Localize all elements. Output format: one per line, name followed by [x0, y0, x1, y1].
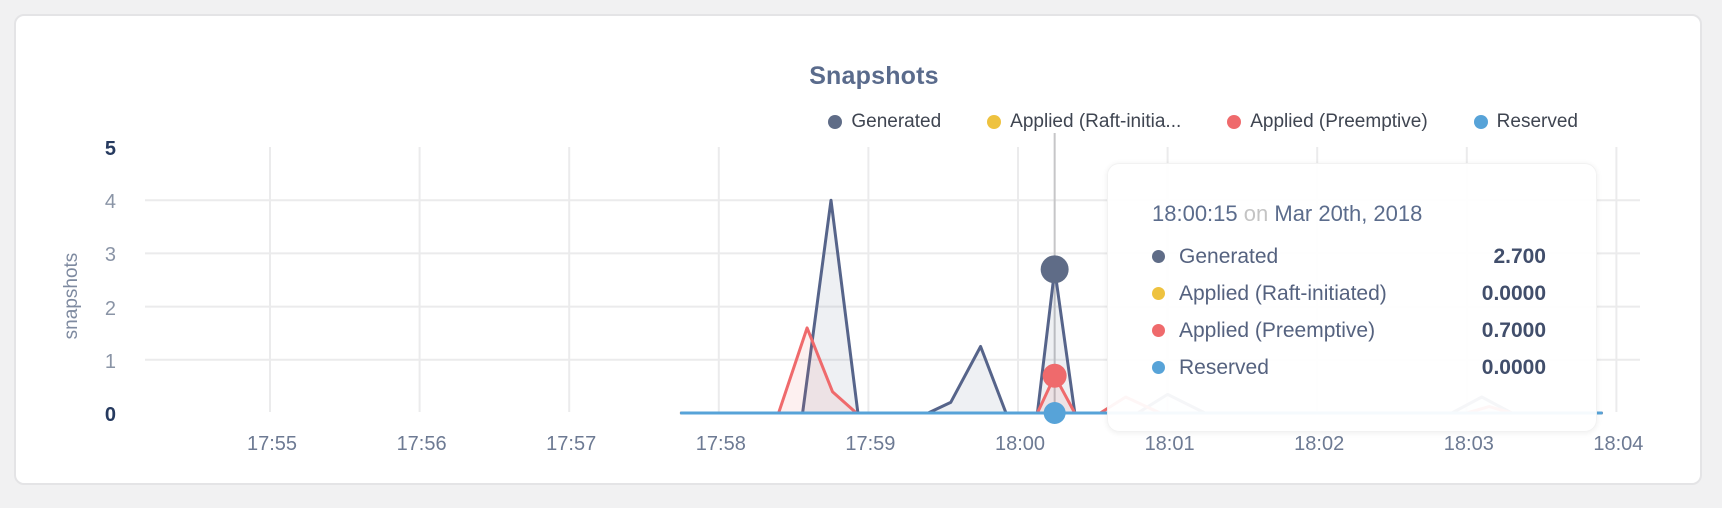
legend-item-applied-preemptive-[interactable]: Applied (Preemptive): [1227, 111, 1428, 133]
legend-dot-icon: [987, 115, 1002, 129]
chart-legend: Generated Applied (Raft-initia... Applied …: [828, 109, 1578, 135]
tooltip-series-value: 2.700: [1493, 244, 1546, 268]
y-tick-5: 5: [104, 138, 116, 160]
hover-dot-reserved: [1043, 402, 1066, 424]
legend-dot-icon: [1473, 115, 1488, 129]
legend-item-generated[interactable]: Generated: [828, 111, 941, 133]
y-tick-2: 2: [104, 297, 116, 320]
tooltip-series-label: Applied (Raft-initiated): [1179, 281, 1387, 305]
legend-item-applied-raft-initia-[interactable]: Applied (Raft-initia...: [987, 111, 1181, 133]
x-tick-17:55: 17:55: [246, 433, 298, 455]
tooltip-series-value: 0.7000: [1481, 318, 1546, 342]
tooltip-row: Generated 2.700: [1152, 238, 1546, 275]
x-tick-18:02: 18:02: [1294, 433, 1345, 455]
x-tick-17:56: 17:56: [396, 433, 447, 455]
legend-label: Applied (Preemptive): [1250, 111, 1428, 132]
tooltip-series-label: Reserved: [1179, 355, 1269, 379]
tooltip-connector: on: [1243, 201, 1269, 226]
tooltip-series-label: Generated: [1179, 244, 1279, 268]
tooltip-series-label: Applied (Preemptive): [1179, 318, 1376, 342]
series-dot-icon: [1152, 250, 1165, 263]
tooltip-row: Reserved 0.0000: [1152, 349, 1546, 386]
x-tick-17:58: 17:58: [695, 433, 746, 455]
x-tick-18:01: 18:01: [1144, 433, 1195, 455]
legend-dot-icon: [828, 115, 843, 129]
y-tick-3: 3: [104, 244, 116, 267]
x-tick-17:59: 17:59: [845, 433, 896, 455]
tooltip-date: Mar 20th, 2018: [1274, 201, 1423, 226]
tooltip-series-value: 0.0000: [1481, 355, 1546, 379]
y-tick-4: 4: [104, 191, 116, 214]
hover-dot-generated: [1040, 255, 1069, 284]
legend-dot-icon: [1227, 115, 1242, 129]
hover-tooltip: 18:00:15 on Mar 20th, 2018 Generated 2.70…: [1107, 163, 1597, 432]
tooltip-series-value: 0.0000: [1481, 281, 1546, 305]
legend-item-reserved[interactable]: Reserved: [1473, 111, 1578, 133]
y-tick-1: 1: [104, 350, 116, 373]
x-tick-18:03: 18:03: [1443, 433, 1494, 455]
legend-label: Generated: [851, 111, 942, 132]
tooltip-row: Applied (Raft-initiated) 0.0000: [1152, 275, 1546, 312]
series-dot-icon: [1152, 324, 1165, 337]
hover-dot-applied-preemptive-: [1042, 363, 1067, 388]
series-dot-icon: [1152, 361, 1165, 374]
y-tick-0: 0: [104, 404, 116, 426]
x-tick-17:57: 17:57: [546, 433, 597, 455]
legend-label: Applied (Raft-initia...: [1010, 111, 1182, 132]
x-tick-18:00: 18:00: [994, 433, 1046, 455]
series-dot-icon: [1152, 287, 1165, 300]
tooltip-rows: Generated 2.700 Applied (Raft-initiated) 0.…: [1152, 238, 1546, 386]
tooltip-title: 18:00:15 on Mar 20th, 2018: [1152, 200, 1546, 228]
tooltip-row: Applied (Preemptive) 0.7000: [1152, 312, 1546, 349]
legend-label: Reserved: [1496, 111, 1578, 132]
tooltip-time: 18:00:15: [1152, 201, 1238, 226]
chart-title: Snapshots: [809, 62, 939, 90]
x-tick-18:04: 18:04: [1593, 433, 1644, 455]
